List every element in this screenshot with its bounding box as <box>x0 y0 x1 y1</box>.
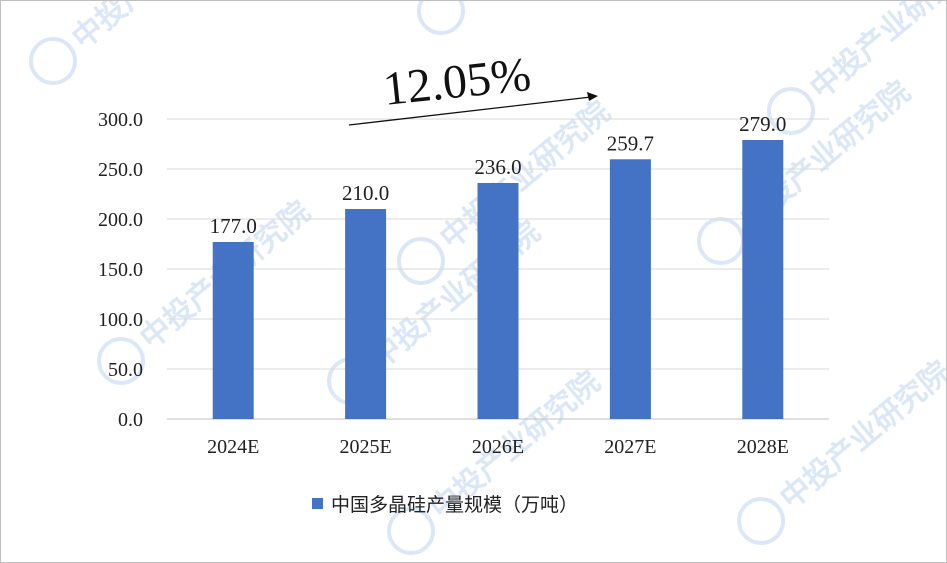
y-tick-label: 150.0 <box>98 259 143 281</box>
legend-label: 中国多晶硅产量规模（万吨） <box>331 494 578 516</box>
y-tick-label: 100.0 <box>98 309 143 331</box>
y-tick-label: 300.0 <box>98 109 143 131</box>
bar <box>742 140 784 419</box>
bar-value-label: 279.0 <box>739 112 786 136</box>
bar-series <box>212 140 784 420</box>
watermark-text: 中投产业研究院 <box>66 1 249 56</box>
growth-arrow-line <box>348 96 592 126</box>
watermark-text: 中投产业研究院 <box>454 1 637 6</box>
legend: 中国多晶硅产量规模（万吨） <box>312 494 578 516</box>
x-tick-label: 2024E <box>207 436 259 458</box>
watermark-logo-icon <box>97 337 145 385</box>
watermark-text: 中投产业研究院 <box>774 354 946 516</box>
bar-value-label: 177.0 <box>210 214 257 238</box>
y-axis: 0.0 50.0 100.0 150.0 200.0 250.0 300.0 <box>98 109 143 431</box>
bar <box>345 209 387 419</box>
watermark: 中投产业研究院 <box>417 1 637 35</box>
watermark-logo-icon <box>767 87 815 135</box>
watermark-logo-icon <box>387 507 435 555</box>
watermark: 中投产业研究院 <box>697 74 917 265</box>
x-tick-label: 2025E <box>339 436 391 458</box>
y-tick-label: 250.0 <box>98 159 143 181</box>
legend-swatch <box>312 498 323 509</box>
bar-value-label: 236.0 <box>474 155 521 179</box>
data-labels: 177.0 210.0 236.0 259.7 279.0 <box>210 112 787 238</box>
x-tick-label: 2028E <box>737 436 789 458</box>
x-tick-label: 2026E <box>472 436 524 458</box>
y-tick-label: 200.0 <box>98 209 143 231</box>
bar-value-label: 210.0 <box>342 181 389 205</box>
watermark-logo-icon <box>29 37 77 85</box>
watermark: 中投产业研究院 <box>29 1 249 85</box>
bar <box>212 242 254 419</box>
growth-arrow-head <box>587 92 598 101</box>
watermark-logo-icon <box>417 1 465 35</box>
watermark-logo-icon <box>397 237 445 285</box>
watermark-logo-icon <box>737 497 785 545</box>
bar <box>477 183 519 419</box>
growth-annotation: 12.05% <box>348 48 598 126</box>
bar-value-label: 259.7 <box>607 131 654 155</box>
y-tick-label: 50.0 <box>108 359 143 381</box>
bar <box>609 159 651 420</box>
watermark-logo-icon <box>697 217 745 265</box>
y-tick-label: 0.0 <box>118 409 143 431</box>
x-tick-label: 2027E <box>604 436 656 458</box>
x-axis: 2024E 2025E 2026E 2027E 2028E <box>207 436 789 458</box>
